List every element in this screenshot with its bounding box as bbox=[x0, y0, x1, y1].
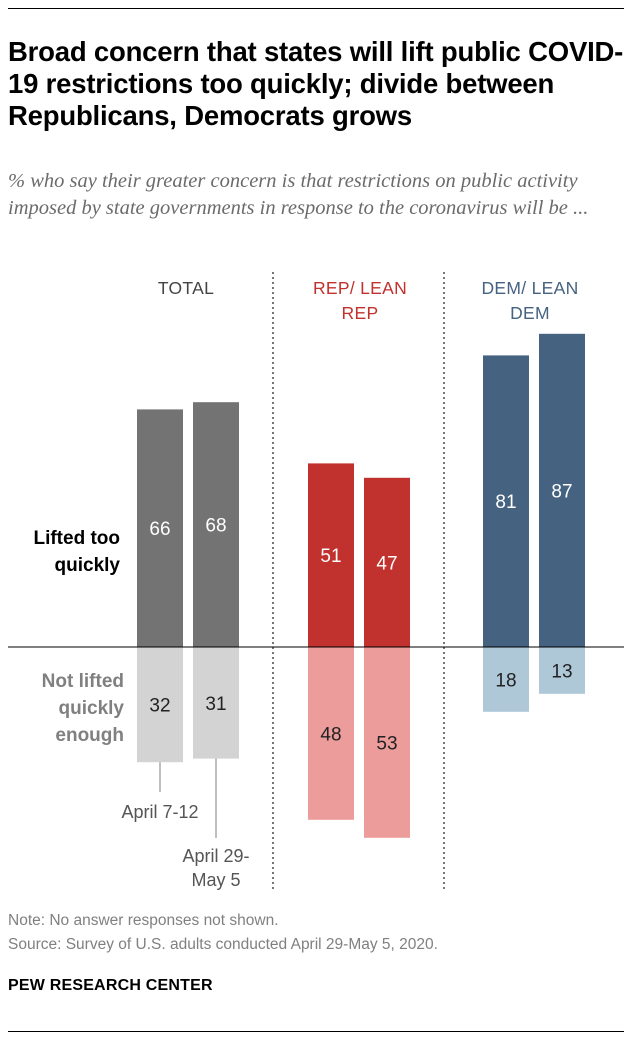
bar-lifted-too-quickly-rep-april-29-may-5 bbox=[364, 477, 410, 647]
bar-not-lifted-total-april-7-12 bbox=[137, 647, 183, 763]
bar-not-lifted-rep-april-29-may-5 bbox=[364, 647, 410, 838]
bar-not-lifted-total-april-29-may-5 bbox=[193, 647, 239, 759]
chart-subtitle: % who say their greater concern is that … bbox=[8, 170, 589, 219]
value-label-lifted-too-quickly-dem-april-7-12: 81 bbox=[495, 492, 516, 513]
pew-brand: PEW RESEARCH CENTER bbox=[8, 977, 213, 994]
top-rule bbox=[8, 8, 624, 9]
value-label-lifted-too-quickly-total-april-29-may-5: 68 bbox=[205, 516, 226, 537]
value-label-lifted-too-quickly-total-april-7-12: 66 bbox=[149, 519, 170, 540]
value-label-lifted-too-quickly-dem-april-29-may-5: 87 bbox=[551, 481, 572, 502]
time-label-april-7-12: April 7-12 bbox=[121, 802, 198, 822]
bar-lifted-too-quickly-total-april-29-may-5 bbox=[193, 402, 239, 647]
group-label-rep: REP/ LEAN REP bbox=[312, 278, 408, 324]
bar-lifted-too-quickly-dem-april-7-12 bbox=[483, 355, 529, 647]
bar-not-lifted-dem-april-7-12 bbox=[483, 647, 529, 712]
group-label-total: TOTAL bbox=[157, 278, 215, 298]
value-label-lifted-too-quickly-rep-april-29-may-5: 47 bbox=[376, 553, 397, 574]
note-text: Note: No answer responses not shown. bbox=[8, 912, 279, 929]
bar-lifted-too-quickly-total-april-7-12 bbox=[137, 409, 183, 647]
group-label-dem: DEM/ LEAN DEM bbox=[481, 278, 579, 324]
bar-not-lifted-dem-april-29-may-5 bbox=[539, 647, 585, 694]
value-label-lifted-too-quickly-rep-april-7-12: 51 bbox=[320, 546, 341, 567]
value-label-not-lifted-dem-april-29-may-5: 13 bbox=[551, 661, 572, 682]
value-label-not-lifted-total-april-7-12: 32 bbox=[149, 696, 170, 717]
value-label-not-lifted-dem-april-7-12: 18 bbox=[495, 670, 516, 691]
value-label-not-lifted-rep-april-7-12: 48 bbox=[320, 724, 341, 745]
bottom-rule bbox=[8, 1031, 624, 1032]
bar-lifted-too-quickly-dem-april-29-may-5 bbox=[539, 333, 585, 647]
chart-title: Broad concern that states will lift publ… bbox=[8, 36, 624, 131]
time-label-april-29-may-5: April 29-May 5 bbox=[182, 846, 249, 890]
bar-not-lifted-rep-april-7-12 bbox=[308, 647, 354, 820]
bar-lifted-too-quickly-rep-april-7-12 bbox=[308, 463, 354, 647]
value-label-not-lifted-rep-april-29-may-5: 53 bbox=[376, 733, 397, 754]
value-label-not-lifted-total-april-29-may-5: 31 bbox=[205, 694, 226, 715]
row-label-not-lifted-quickly-enough: Not lifted quickly enough bbox=[41, 671, 124, 746]
source-text: Source: Survey of U.S. adults conducted … bbox=[8, 936, 438, 953]
row-label-lifted-too-quickly: Lifted too quickly bbox=[33, 528, 120, 576]
